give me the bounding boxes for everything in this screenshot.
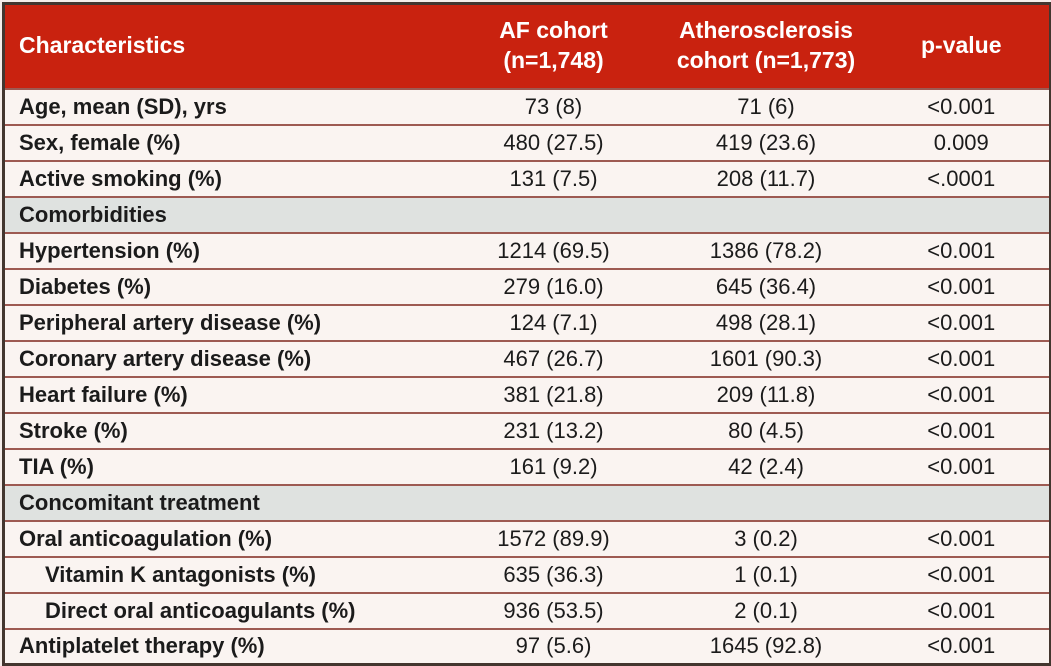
atherosclerosis-value: 2 (0.1) [734,597,798,623]
atherosclerosis-value: 1386 (78.2) [709,237,823,263]
table-row: Diabetes (%) 279 (16.0) 645 (36.4) <0.001 [3,268,1051,305]
af-cohort-value: 1214 (69.5) [497,237,610,263]
table-body: Age, mean (SD), yrs 73 (8) 71 (6) <0.001 Sex… [3,88,1051,665]
af-cohort-value: 467 (26.7) [503,345,604,371]
row-label: Antiplatelet therapy (%) [19,633,265,659]
row-label: Direct oral anticoagulants (%) [45,597,356,623]
af-cohort-value: 480 (27.5) [503,129,604,155]
header-atherosclerosis-cohort: Atherosclerosis cohort (n=1,773) [658,3,874,89]
header-af-cohort-line1: AF cohort [499,17,608,44]
af-cohort-value: 124 (7.1) [509,309,598,335]
p-value: <0.001 [927,633,996,659]
af-cohort-value: 1572 (89.9) [497,525,610,551]
p-value: <0.001 [927,561,996,587]
section-label: Comorbidities [19,201,167,227]
p-value: 0.009 [933,129,989,155]
section-label: Concomitant treatment [19,489,260,515]
table-row: Peripheral artery disease (%) 124 (7.1) 49… [3,304,1051,341]
atherosclerosis-value: 42 (2.4) [728,453,804,479]
af-cohort-value: 161 (9.2) [509,453,598,479]
table-row: Oral anticoagulation (%) 1572 (89.9) 3 (0.… [3,520,1051,557]
row-label: Peripheral artery disease (%) [19,309,322,335]
table-header: Characteristics AF cohort (n=1,748) Athe… [3,3,1051,89]
p-value: <0.001 [927,597,996,623]
row-label: TIA (%) [19,453,94,479]
header-af-cohort: AF cohort (n=1,748) [448,3,659,89]
atherosclerosis-value: 80 (4.5) [728,417,804,443]
table-row: Vitamin K antagonists (%) 635 (36.3) 1 (0.… [3,556,1051,593]
header-characteristics: Characteristics [3,3,449,89]
p-value: <0.001 [927,273,996,299]
atherosclerosis-value: 645 (36.4) [715,273,817,299]
atherosclerosis-value: 1 (0.1) [734,561,798,587]
table-row: Stroke (%) 231 (13.2) 80 (4.5) <0.001 [3,412,1051,449]
atherosclerosis-value: 71 (6) [737,93,795,119]
atherosclerosis-value: 498 (28.1) [715,309,817,335]
atherosclerosis-value: 208 (11.7) [716,165,816,191]
row-label: Diabetes (%) [19,273,152,299]
row-label: Coronary artery disease (%) [19,345,312,371]
row-label: Sex, female (%) [19,129,181,155]
p-value: <0.001 [927,417,996,443]
table-row: Coronary artery disease (%) 467 (26.7) 160… [3,340,1051,377]
row-label: Heart failure (%) [19,381,188,407]
table-row: Direct oral anticoagulants (%) 936 (53.5)… [3,592,1051,629]
p-value: <0.001 [927,453,996,479]
header-atherosclerosis-line1: Atherosclerosis [679,17,853,44]
header-row: Characteristics AF cohort (n=1,748) Athe… [3,3,1051,89]
p-value: <0.001 [927,525,996,551]
af-cohort-value: 73 (8) [524,93,583,119]
p-value: <.0001 [927,165,996,191]
header-af-cohort-line2: (n=1,748) [503,47,604,74]
section-row: Comorbidities [3,196,1051,233]
atherosclerosis-value: 1645 (92.8) [709,633,823,659]
table-row: Heart failure (%) 381 (21.8) 209 (11.8) <0.… [3,376,1051,413]
row-label: Active smoking (%) [19,165,222,191]
af-cohort-value: 936 (53.5) [503,597,604,623]
af-cohort-value: 635 (36.3) [503,561,604,587]
row-label: Stroke (%) [19,417,128,443]
atherosclerosis-value: 1601 (90.3) [709,345,823,371]
table-row: Antiplatelet therapy (%) 97 (5.6) 1645 (92… [3,628,1051,665]
section-row: Concomitant treatment [3,484,1051,521]
p-value: <0.001 [927,345,996,371]
row-label: Vitamin K antagonists (%) [45,561,316,587]
atherosclerosis-value: 209 (11.8) [716,381,816,407]
p-value: <0.001 [927,381,996,407]
p-value: <0.001 [927,237,996,263]
table-row: Age, mean (SD), yrs 73 (8) 71 (6) <0.001 [3,88,1051,125]
atherosclerosis-value: 3 (0.2) [734,525,798,551]
af-cohort-value: 131 (7.5) [509,165,598,191]
table-row: Active smoking (%) 131 (7.5) 208 (11.7) <.0… [3,160,1051,197]
row-label: Oral anticoagulation (%) [19,525,273,551]
af-cohort-value: 279 (16.0) [503,273,604,299]
header-atherosclerosis-line2: cohort (n=1,773) [676,47,856,74]
table-row: Sex, female (%) 480 (27.5) 419 (23.6) 0.009 [3,124,1051,161]
row-label: Hypertension (%) [19,237,200,263]
af-cohort-value: 381 (21.8) [503,381,604,407]
af-cohort-value: 231 (13.2) [503,417,604,443]
p-value: <0.001 [927,93,996,119]
table-row: Hypertension (%) 1214 (69.5) 1386 (78.2) <0… [3,232,1051,269]
atherosclerosis-value: 419 (23.6) [715,129,817,155]
af-cohort-value: 97 (5.6) [515,633,592,659]
p-value: <0.001 [927,309,996,335]
header-p-value: p-value [873,3,1051,89]
row-label: Age, mean (SD), yrs [19,93,227,119]
table-row: TIA (%) 161 (9.2) 42 (2.4) <0.001 [3,448,1051,485]
